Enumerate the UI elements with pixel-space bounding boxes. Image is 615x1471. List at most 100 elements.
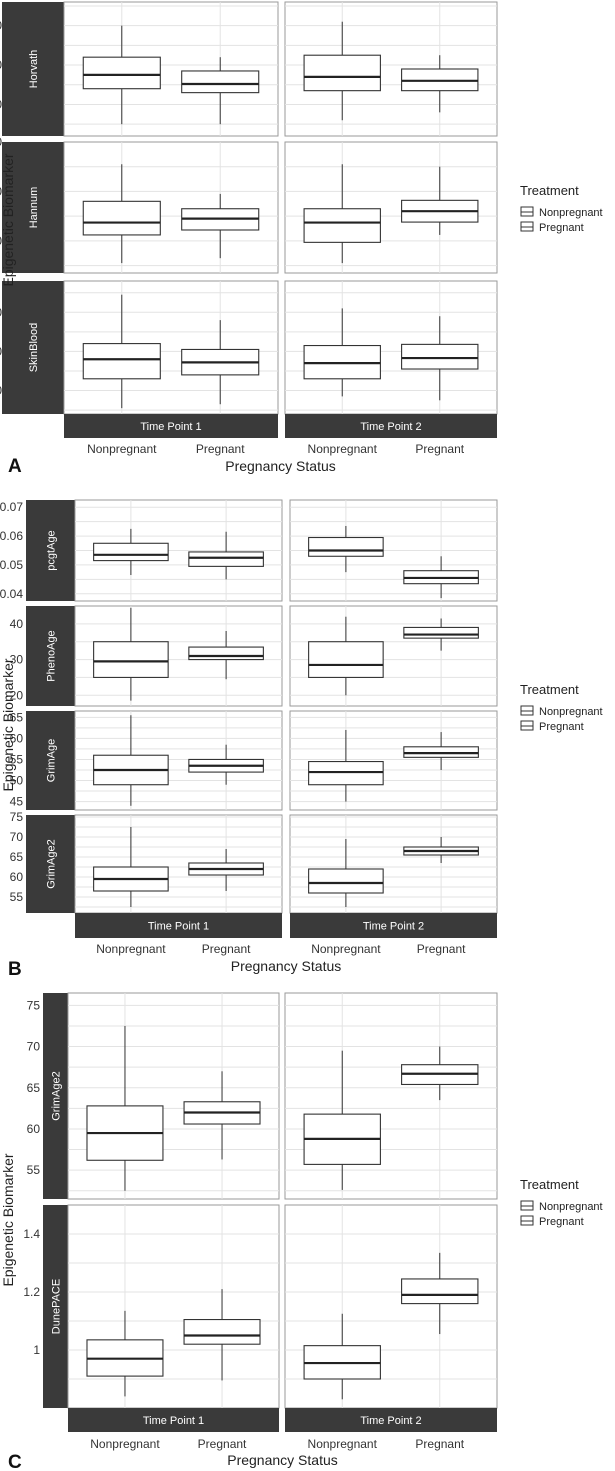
box-nonpregnant <box>93 827 169 907</box>
box-nonpregnant <box>308 525 384 573</box>
box-nonpregnant <box>93 715 169 806</box>
box-pregnant <box>188 849 264 891</box>
box-pregnant <box>401 1046 479 1101</box>
y-axis-title: Epigenetic Biomarker <box>0 153 16 286</box>
legend-item-nonpregnant: Nonpregnant <box>539 1201 603 1213</box>
box-pregnant <box>183 1071 261 1160</box>
box-pregnant <box>181 193 260 259</box>
box-nonpregnant <box>93 528 169 576</box>
facet-label-SkinBlood: SkinBlood <box>28 323 40 373</box>
facet-strip-Hannum <box>2 142 64 273</box>
facet-cell-frame <box>284 992 498 1200</box>
facet-label-GrimAge2: GrimAge2 <box>51 1071 63 1121</box>
facet-strip-PhenoAge <box>26 606 75 706</box>
box-iqr <box>401 1278 479 1305</box>
column-strip-label: Time Point 1 <box>140 421 201 433</box>
y-tick-label: 55 <box>27 1163 41 1177</box>
legend-key <box>520 206 534 217</box>
box-nonpregnant <box>303 21 381 121</box>
x-axis-title: Pregnancy Status <box>227 1452 338 1468</box>
legend-item-pregnant: Pregnant <box>539 1216 584 1228</box>
box-pregnant <box>188 531 264 580</box>
facet-cell-frame <box>67 1204 280 1409</box>
y-tick-label: 45 <box>10 795 24 809</box>
y-tick-label: 65 <box>10 710 24 724</box>
legend-title: Treatment <box>520 682 579 697</box>
box-nonpregnant <box>82 164 161 264</box>
y-tick-label: 0.05 <box>0 558 23 572</box>
column-strip <box>290 913 497 938</box>
y-tick-label: 55 <box>10 890 24 904</box>
box-pregnant <box>401 316 479 401</box>
facet-cell <box>289 710 498 811</box>
box-iqr <box>93 542 169 562</box>
facet-strip-GrimAge <box>26 711 75 810</box>
box-pregnant <box>401 1252 479 1335</box>
legend: Treatment Nonpregnant Pregnant <box>520 1177 603 1228</box>
box-nonpregnant <box>82 25 161 125</box>
y-axis-title: Epigenetic Biomarker <box>0 1153 16 1286</box>
facet-label-Hannum: Hannum <box>28 187 40 229</box>
x-tick-label: Nonpregnant <box>87 442 157 456</box>
y-tick-label: 60 <box>27 1122 41 1136</box>
box-iqr <box>401 343 479 370</box>
box-pregnant <box>188 744 264 785</box>
facet-strip-Horvath <box>2 2 64 136</box>
facet-label-pcgtAge: pcgtAge <box>46 530 58 570</box>
box-nonpregnant <box>82 294 161 409</box>
y-tick-label: 60 <box>10 870 24 884</box>
facet-cell <box>289 499 498 602</box>
box-pregnant <box>403 837 479 863</box>
panel-label-B: B <box>8 959 22 980</box>
y-tick-label: 0 <box>0 234 2 248</box>
panel-C: GrimAge2 55 60 65 70 75 DunePACE 1 1.2 1.4 Time Po… <box>0 992 603 1471</box>
box-pregnant <box>181 320 260 405</box>
y-tick-label: 75 <box>27 998 41 1012</box>
y-axis-title: Epigenetic Biomarker <box>0 658 16 791</box>
legend-key <box>520 720 534 731</box>
box-iqr <box>308 868 384 894</box>
y-tick-label: 40 <box>0 305 2 319</box>
facet-label-Horvath: Horvath <box>28 50 40 89</box>
x-tick-label: Nonpregnant <box>90 1437 160 1451</box>
column-strip-label: Time Point 1 <box>143 1415 204 1427</box>
column-strip <box>68 1408 279 1432</box>
box-iqr <box>303 54 381 92</box>
y-tick-label: 20 <box>0 384 2 398</box>
y-tick-label: 30 <box>10 653 24 667</box>
facet-cell <box>74 499 283 602</box>
facet-strip-DunePACE <box>43 1205 68 1408</box>
facet-label-GrimAge: GrimAge <box>46 739 58 782</box>
facet-strip-GrimAge2 <box>43 993 68 1199</box>
x-tick-label: Pregnant <box>417 942 466 956</box>
x-tick-label: Pregnant <box>415 1437 464 1451</box>
box-iqr <box>403 626 479 639</box>
facet-cell-frame <box>67 992 280 1200</box>
box-pregnant <box>188 631 264 680</box>
facet-cell <box>284 280 498 415</box>
box-pregnant <box>401 166 479 235</box>
box-nonpregnant <box>308 616 384 696</box>
box-nonpregnant <box>86 1310 164 1397</box>
box-iqr <box>303 208 381 243</box>
y-tick-label: 75 <box>10 810 24 824</box>
box-nonpregnant <box>303 164 381 264</box>
box-iqr <box>188 551 264 567</box>
box-pregnant <box>403 732 479 770</box>
x-axis-title: Pregnancy Status <box>231 958 342 974</box>
box-nonpregnant <box>303 1313 381 1400</box>
y-tick-label: 50 <box>10 774 24 788</box>
facet-label-PhenoAge: PhenoAge <box>46 630 58 681</box>
facet-label-DunePACE: DunePACE <box>51 1279 63 1334</box>
legend-item-pregnant: Pregnant <box>539 222 584 234</box>
facet-cell <box>63 141 279 274</box>
legend-key <box>520 1215 534 1226</box>
column-strip-label: Time Point 2 <box>360 421 421 433</box>
box-iqr <box>93 641 169 678</box>
box-nonpregnant <box>303 308 381 397</box>
legend-key <box>520 221 534 232</box>
x-tick-label: Nonpregnant <box>308 442 378 456</box>
facet-strip-SkinBlood <box>2 281 64 414</box>
box-nonpregnant <box>308 729 384 802</box>
column-strip-label: Time Point 2 <box>360 1415 421 1427</box>
